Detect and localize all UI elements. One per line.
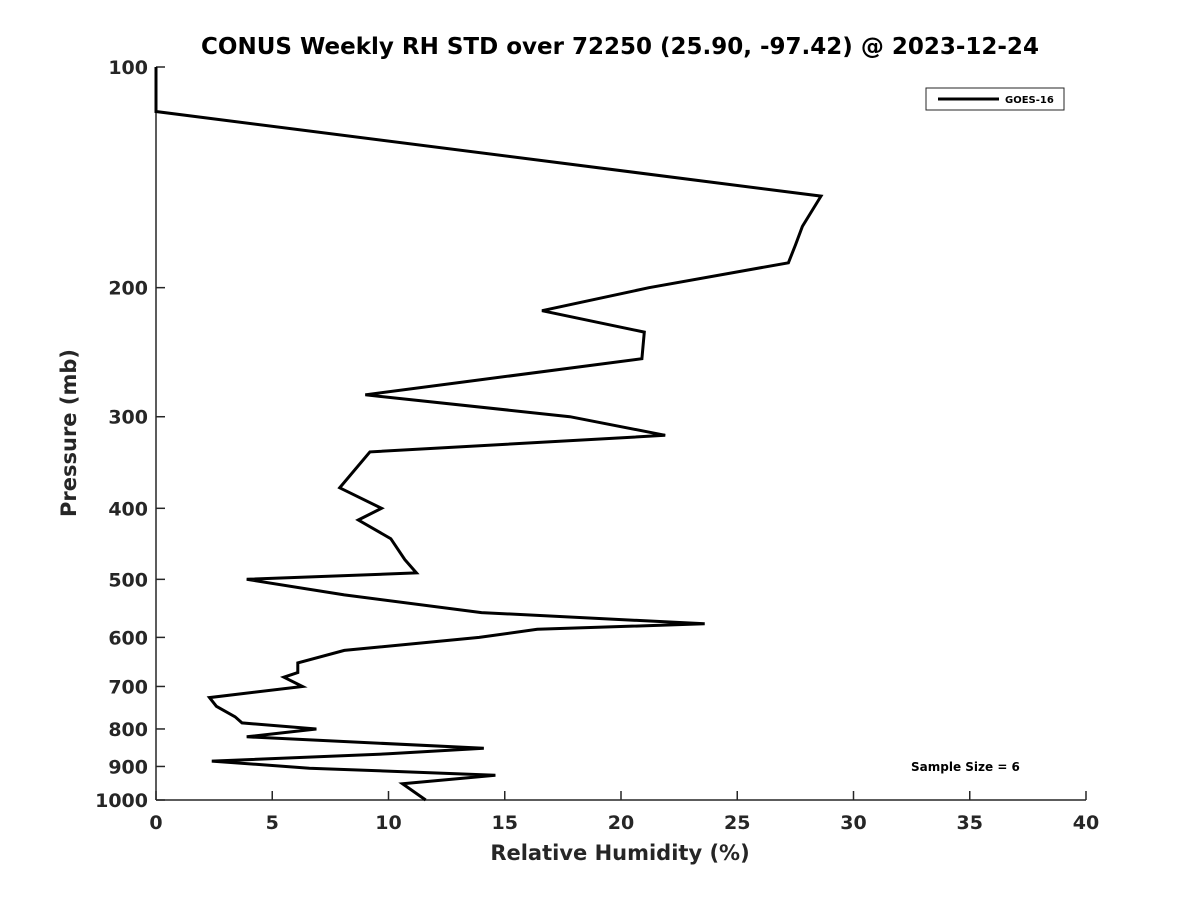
x-tick-label: 30: [840, 812, 866, 834]
x-tick-label: 5: [266, 812, 279, 834]
x-axis-title: Relative Humidity (%): [490, 841, 749, 865]
y-tick-label: 900: [108, 756, 148, 778]
sample-size-annotation: Sample Size = 6: [911, 760, 1020, 774]
chart-title: CONUS Weekly RH STD over 72250 (25.90, -…: [201, 34, 1039, 60]
x-tick-label: 35: [957, 812, 983, 834]
x-tick-label: 15: [492, 812, 518, 834]
x-tick-label: 10: [375, 812, 401, 834]
legend: GOES-16: [925, 87, 1065, 111]
y-tick-label: 500: [108, 569, 148, 591]
y-tick-label: 1000: [95, 790, 148, 812]
x-ticks: 0 5 10 15 20 25 30 35 40: [149, 791, 1099, 834]
y-ticks: 100 200 300 400 500 600 700 800 900 1000: [95, 57, 165, 812]
legend-label-goes-16: GOES-16: [1005, 95, 1054, 106]
series-line-goes-16: [154, 67, 824, 802]
y-tick-label: 300: [108, 407, 148, 429]
x-tick-label: 40: [1073, 812, 1099, 834]
y-tick-label: 200: [108, 278, 148, 300]
series-layer: [154, 67, 824, 802]
plot-area: [156, 67, 1086, 800]
x-tick-label: 20: [608, 812, 634, 834]
x-tick-label: 25: [724, 812, 750, 834]
y-tick-label: 600: [108, 627, 148, 649]
y-tick-label: 800: [108, 719, 148, 741]
y-axis-title: Pressure (mb): [57, 349, 81, 517]
y-tick-label: 700: [108, 676, 148, 698]
x-tick-label: 0: [149, 812, 162, 834]
y-tick-label: 100: [108, 57, 148, 79]
y-tick-label: 400: [108, 498, 148, 520]
